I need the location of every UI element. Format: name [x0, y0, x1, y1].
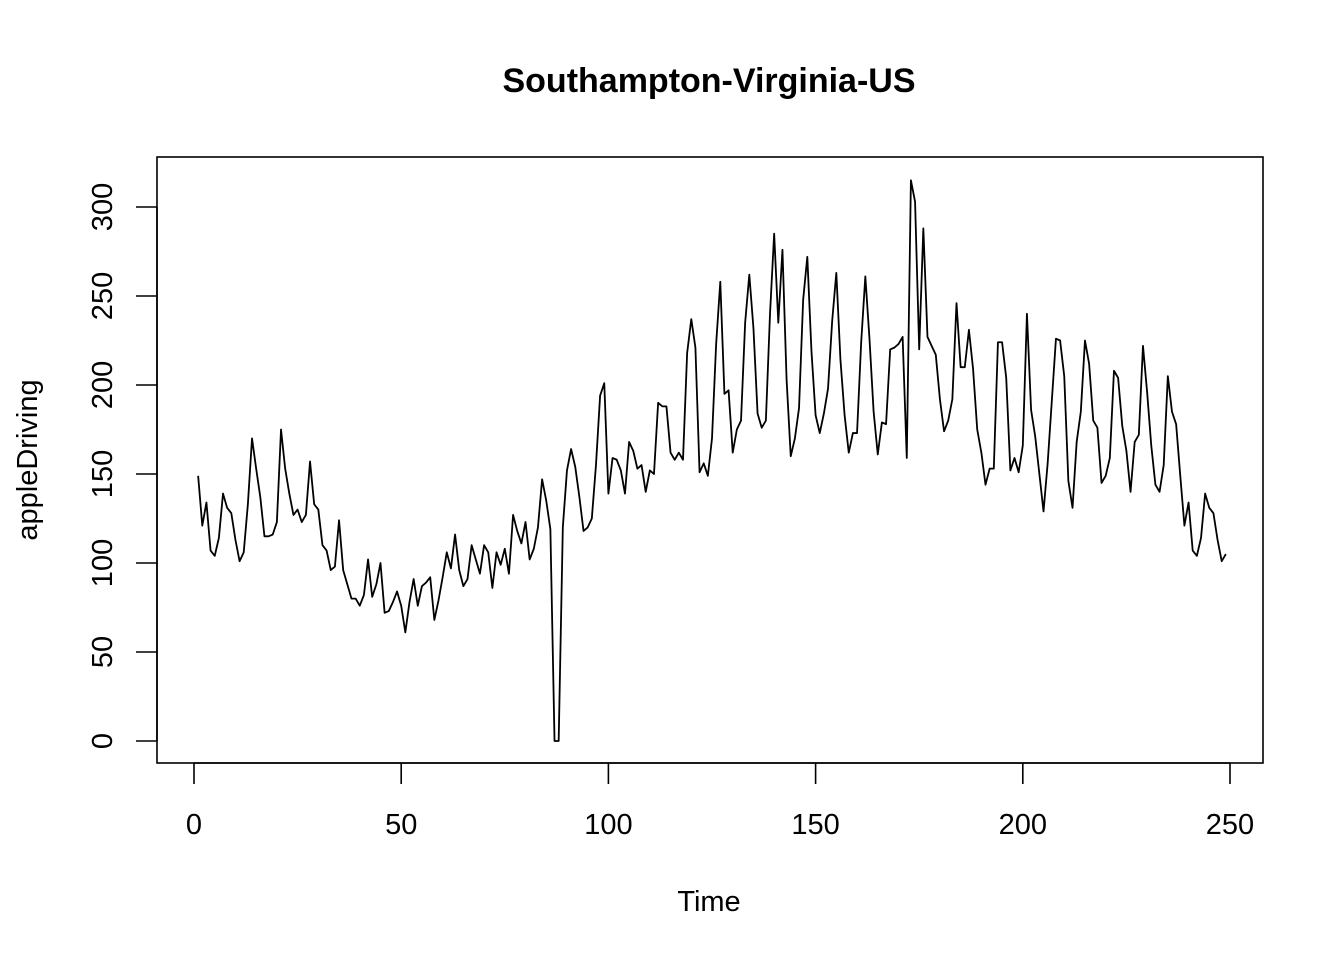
- y-axis: 0 50 100 150 200 250 300: [87, 183, 158, 749]
- y-tick-label: 200: [87, 361, 119, 409]
- x-tick-label: 250: [1206, 809, 1254, 841]
- x-tick-label: 50: [385, 809, 417, 841]
- chart-title: Southampton-Virginia-US: [502, 62, 915, 100]
- y-tick-label: 150: [87, 450, 119, 498]
- x-tick-label: 200: [999, 809, 1047, 841]
- y-tick-label: 0: [87, 733, 119, 749]
- y-tick-label: 250: [87, 272, 119, 320]
- y-tick-label: 300: [87, 183, 119, 231]
- x-tick-label: 150: [791, 809, 839, 841]
- y-axis-label: appleDriving: [12, 379, 44, 540]
- y-tick-label: 50: [87, 636, 119, 668]
- series-line: [197, 179, 1227, 742]
- x-tick-label: 100: [584, 809, 632, 841]
- x-axis-label: Time: [677, 886, 740, 918]
- x-axis: 0 50 100 150 200 250: [186, 762, 1254, 841]
- x-tick-label: 0: [186, 809, 202, 841]
- y-tick-label: 100: [87, 539, 119, 587]
